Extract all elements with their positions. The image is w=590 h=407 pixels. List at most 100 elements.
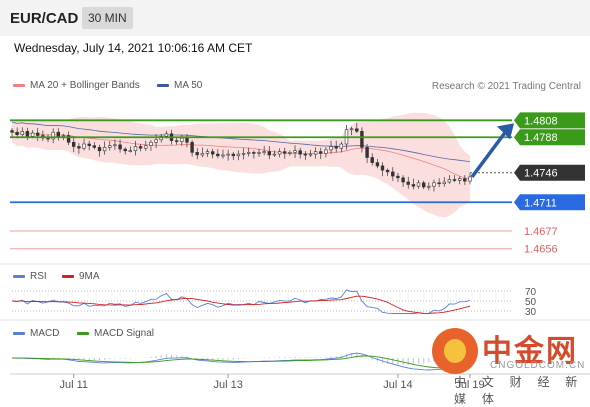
legend-swatch	[77, 331, 89, 335]
candle	[185, 137, 189, 143]
candle	[272, 153, 277, 156]
x-tick-label: Jul 11	[59, 379, 88, 391]
candle	[432, 182, 436, 187]
legend-ma50: MA 50	[157, 80, 202, 91]
level-label-1.4788: 1.4788	[514, 129, 585, 146]
candle	[324, 149, 328, 154]
rsi-tick-label: 50	[525, 297, 537, 308]
candle	[288, 152, 292, 154]
candle	[468, 176, 472, 182]
level-text: 1.4656	[524, 244, 558, 256]
legend-swatch	[13, 83, 25, 87]
rsi-line	[11, 289, 471, 314]
candle	[401, 177, 405, 183]
candle	[20, 131, 24, 136]
rsi-tick-label: 70	[525, 287, 537, 298]
bollinger-band	[12, 112, 470, 218]
candle	[257, 152, 261, 154]
candle	[396, 175, 400, 179]
candle	[30, 132, 35, 137]
candle	[46, 137, 50, 140]
candle	[123, 148, 127, 152]
candle	[339, 143, 343, 149]
candle	[92, 145, 97, 148]
candle	[365, 147, 369, 158]
candle	[385, 169, 390, 173]
timeframe-button[interactable]: 30 MIN	[82, 7, 133, 29]
candle	[87, 143, 91, 147]
candle	[118, 144, 122, 150]
candle	[221, 154, 225, 157]
candle	[138, 146, 143, 149]
candle	[370, 157, 374, 163]
candle	[35, 132, 40, 136]
candle	[15, 131, 19, 135]
level-text: 1.4711	[524, 197, 557, 209]
legend-swatch	[62, 274, 74, 278]
candle	[442, 181, 446, 185]
candle	[175, 140, 179, 142]
candle	[457, 178, 462, 181]
candle	[25, 131, 30, 137]
candle	[241, 153, 246, 155]
legend-swatch	[13, 274, 25, 278]
candle	[349, 128, 354, 131]
candle	[262, 151, 266, 153]
level-label-1.4808: 1.4808	[514, 112, 585, 129]
candle	[226, 153, 230, 156]
level-label-1.4711: 1.4711	[514, 194, 585, 211]
candle	[421, 182, 426, 188]
candle	[282, 151, 287, 154]
candle	[164, 133, 169, 137]
candle	[113, 144, 117, 147]
candle	[463, 178, 467, 182]
candle	[267, 151, 271, 156]
candle	[318, 151, 323, 154]
candle	[211, 151, 215, 155]
watermark: 中金网 CNGOLDCOM.CN 中 文 财 经 新 媒 体	[432, 326, 590, 406]
candle	[56, 131, 61, 137]
candle	[298, 150, 302, 155]
candle	[133, 146, 138, 151]
watermark-logo-icon	[432, 328, 478, 374]
candle	[360, 131, 364, 148]
candle	[236, 153, 241, 157]
watermark-url: CNGOLDCOM.CN	[490, 360, 586, 371]
header-bar: EUR/CAD 30 MIN	[0, 0, 590, 36]
research-credit: Research © 2021 Trading Central	[431, 81, 581, 92]
candle	[437, 182, 441, 185]
candle	[303, 153, 307, 156]
forecast-arrow-head	[497, 123, 514, 140]
level-tag	[514, 194, 585, 211]
candle	[355, 128, 359, 132]
watermark-subtitle: 中 文 财 经 新 媒 体	[454, 375, 584, 406]
candle	[277, 151, 282, 155]
level-tag	[514, 129, 585, 146]
candle	[205, 151, 210, 154]
macd-line	[11, 352, 471, 371]
candle	[334, 146, 338, 149]
candle	[416, 182, 421, 187]
candle	[102, 147, 107, 152]
candle	[144, 145, 148, 149]
candle	[216, 153, 220, 157]
candle	[427, 185, 431, 188]
level-label-1.4746: 1.4746	[514, 164, 585, 181]
candle	[308, 153, 313, 156]
level-tag	[514, 112, 585, 129]
candle	[447, 179, 452, 183]
level-text: 1.4808	[524, 115, 558, 127]
legend-rsi: RSI	[13, 271, 47, 282]
level-text: 1.4677	[524, 226, 558, 238]
candle	[108, 145, 112, 148]
candle	[51, 131, 55, 140]
currency-pair: EUR/CAD	[10, 10, 79, 27]
legend-label: MACD Signal	[94, 328, 155, 339]
level-label-1.4677: 1.4677	[524, 226, 558, 238]
level-label-1.4656: 1.4656	[524, 244, 558, 256]
candle	[82, 143, 86, 149]
candle	[180, 137, 184, 142]
candle	[200, 153, 205, 156]
candle	[391, 171, 395, 177]
